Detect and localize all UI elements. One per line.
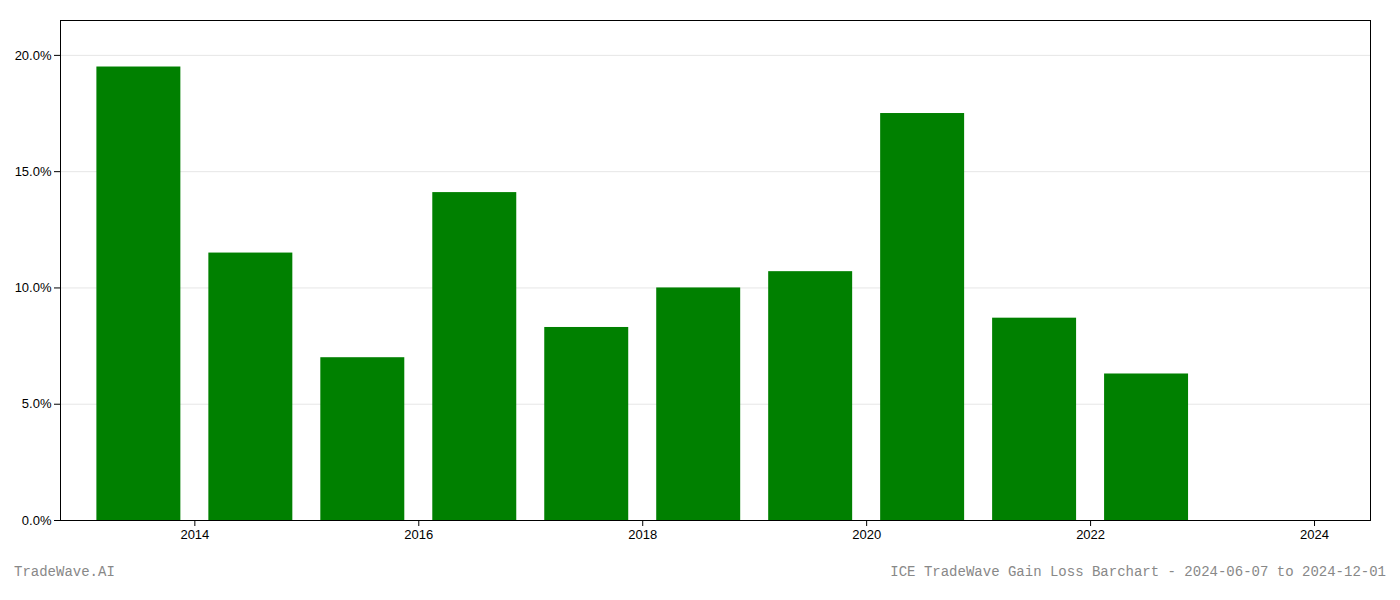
svg-text:2024: 2024 — [1300, 527, 1329, 542]
svg-text:0.0%: 0.0% — [22, 513, 52, 528]
svg-text:2018: 2018 — [628, 527, 657, 542]
svg-text:2022: 2022 — [1076, 527, 1105, 542]
svg-text:5.0%: 5.0% — [22, 396, 52, 411]
svg-text:2020: 2020 — [852, 527, 881, 542]
html-text:TradeWave.AI: TradeWave.AI — [14, 564, 115, 580]
svg-text:15.0%: 15.0% — [15, 164, 52, 179]
svg-text:10.0%: 10.0% — [15, 280, 52, 295]
svg-text:2016: 2016 — [404, 527, 433, 542]
svg-text:20.0%: 20.0% — [15, 48, 52, 63]
svg-text:2014: 2014 — [180, 527, 209, 542]
html-text:ICE TradeWave Gain Loss Barcha: ICE TradeWave Gain Loss Barchart - 2024-… — [890, 564, 1386, 580]
